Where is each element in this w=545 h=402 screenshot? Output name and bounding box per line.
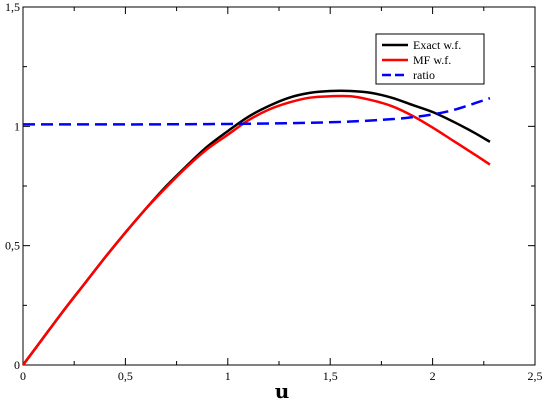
- x-tick-label: 2,5: [528, 369, 543, 383]
- x-tick-label: 1: [225, 369, 231, 383]
- x-tick-label: 2: [430, 369, 436, 383]
- legend-label: ratio: [413, 68, 435, 82]
- y-tick-label: 1: [14, 119, 20, 133]
- x-tick-label: 0,5: [118, 369, 133, 383]
- legend-label: Exact w.f.: [413, 38, 461, 52]
- y-tick-label: 0,5: [5, 239, 20, 253]
- legend-label: MF w.f.: [413, 53, 451, 67]
- x-axis: 0 0,5 1 1,5 2 2,5: [20, 7, 543, 383]
- x-tick-label: 1,5: [323, 369, 338, 383]
- x-tick-label: 0: [20, 369, 26, 383]
- legend: Exact w.f.MF w.f.ratio: [375, 33, 485, 85]
- y-tick-label: 1,5: [5, 0, 20, 14]
- y-tick-label: 0: [14, 358, 20, 372]
- series-line-3: [23, 96, 491, 126]
- series-line-2: [21, 94, 491, 366]
- x-axis-title: u: [275, 379, 290, 402]
- series-line-1: [21, 89, 491, 366]
- y-axis: 0 0,5 1 1,5: [5, 0, 535, 372]
- series-layer: [21, 89, 491, 366]
